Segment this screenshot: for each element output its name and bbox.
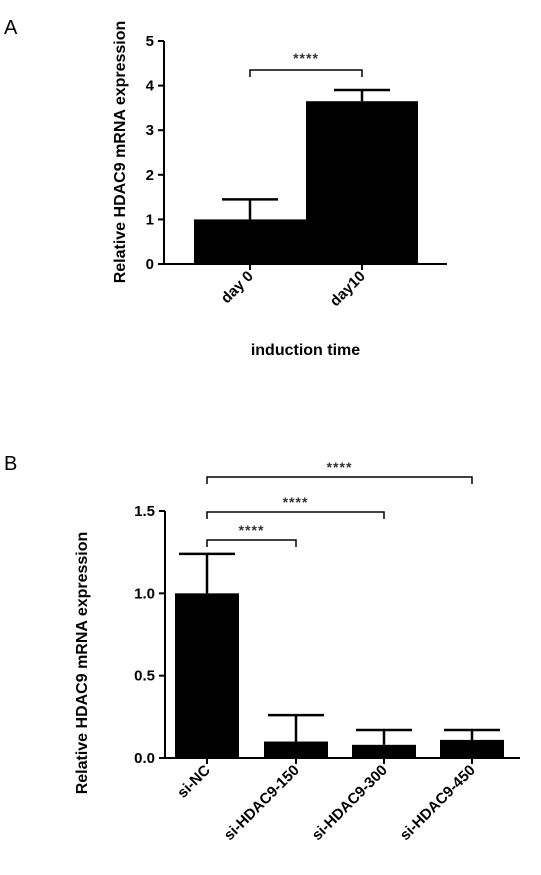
significance-label: **** <box>327 459 353 475</box>
bar <box>352 744 416 758</box>
y-axis-title: Relative HDAC9 mRNA expression <box>112 21 129 284</box>
significance-bracket <box>249 69 363 77</box>
x-tick-label: si-NC <box>174 762 214 802</box>
bar <box>306 101 418 265</box>
y-tick-label: 5 <box>146 33 154 50</box>
x-axis-title: induction time <box>251 342 360 359</box>
bar <box>264 741 328 758</box>
bar <box>440 739 504 758</box>
y-tick-label: 3 <box>146 122 154 139</box>
bar <box>194 219 306 264</box>
significance-label: **** <box>283 494 309 510</box>
y-tick-label: 0 <box>146 256 154 273</box>
x-tick-label: si-HDAC9-300 <box>309 762 391 844</box>
bar <box>175 593 239 758</box>
significance-bracket <box>206 511 385 519</box>
y-tick-label: 1 <box>146 211 154 228</box>
panel-label: B <box>4 453 17 475</box>
y-tick-label: 4 <box>146 78 155 95</box>
y-axis-title: Relative HDAC9 mRNA expression <box>74 532 91 795</box>
y-tick-label: 0.0 <box>134 750 155 767</box>
x-tick-label: day10 <box>327 268 369 310</box>
x-tick-label: si-HDAC9-150 <box>221 762 303 844</box>
significance-label: **** <box>239 522 265 538</box>
x-tick-label: si-HDAC9-450 <box>397 762 479 844</box>
significance-bracket <box>206 476 473 484</box>
significance-bracket <box>206 539 297 547</box>
y-tick-label: 2 <box>146 167 154 184</box>
panel-label: A <box>4 17 18 39</box>
significance-label: **** <box>293 50 319 66</box>
y-tick-label: 1.0 <box>134 585 155 602</box>
y-tick-label: 0.5 <box>134 668 155 685</box>
x-tick-label: day 0 <box>218 268 257 307</box>
y-tick-label: 1.5 <box>134 503 155 520</box>
